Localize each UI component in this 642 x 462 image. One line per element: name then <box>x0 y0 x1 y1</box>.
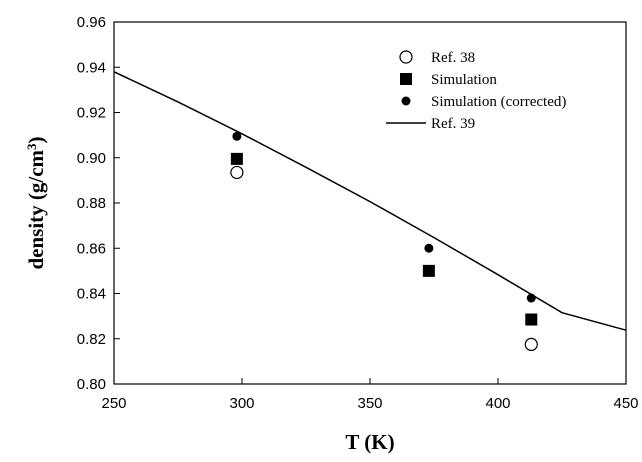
legend-swatch <box>399 50 413 64</box>
data-point-simulation <box>525 313 538 326</box>
x-axis-ticks: 250 300 350 400 450 <box>101 378 639 412</box>
marker-layer <box>230 131 538 352</box>
y-tick-label: 0.90 <box>77 150 106 167</box>
y-axis-title: density (g/cm3) <box>24 136 49 269</box>
legend-swatch <box>400 73 412 85</box>
legend-label: Simulation <box>431 72 497 88</box>
x-axis-title: T (K) <box>345 430 394 454</box>
legend-label: Ref. 39 <box>431 116 475 132</box>
y-tick-label: 0.82 <box>77 331 106 348</box>
y-tick-label: 0.86 <box>77 240 106 257</box>
y-tick-label: 0.96 <box>77 14 106 31</box>
data-point-ref-38 <box>230 165 244 180</box>
plot-frame <box>113 21 627 385</box>
y-tick-label: 0.94 <box>77 59 106 76</box>
y-axis-title-main: density (g/cm <box>24 149 48 269</box>
data-point-simulation <box>230 152 243 165</box>
legend-item: Ref. 38 <box>399 50 475 66</box>
data-point-ref-38 <box>524 337 538 352</box>
y-tick-label: 0.92 <box>77 105 106 122</box>
data-point-simulation-corrected <box>424 243 434 253</box>
y-axis-title-close: ) <box>24 136 48 143</box>
x-tick-label: 450 <box>613 395 638 412</box>
x-tick-label: 400 <box>485 395 510 412</box>
legend-item: Ref. 39 <box>386 116 475 132</box>
legend: Ref. 38 Simulation Simulation (corrected) R… <box>386 50 566 132</box>
y-axis-title-superscript: 3 <box>24 143 39 150</box>
data-point-simulation-corrected <box>526 293 536 303</box>
legend-item: Simulation (corrected) <box>401 94 566 110</box>
data-point-simulation-corrected <box>232 131 242 141</box>
legend-label: Ref. 38 <box>431 50 475 66</box>
y-tick-label: 0.80 <box>77 376 106 393</box>
x-tick-label: 250 <box>101 395 126 412</box>
data-point-simulation <box>422 264 435 277</box>
series-layer <box>113 71 627 331</box>
x-tick-label: 350 <box>357 395 382 412</box>
y-tick-label: 0.84 <box>77 286 106 303</box>
legend-label: Simulation (corrected) <box>431 94 566 110</box>
series-line-ref-39 <box>113 71 627 331</box>
legend-item: Simulation <box>400 72 497 88</box>
y-tick-label: 0.88 <box>77 195 106 212</box>
legend-swatch <box>401 96 411 106</box>
x-tick-label: 300 <box>229 395 254 412</box>
y-axis-ticks: 0.80 0.82 0.84 0.86 0.88 0.90 0.92 0.94 0.96 <box>77 14 120 393</box>
